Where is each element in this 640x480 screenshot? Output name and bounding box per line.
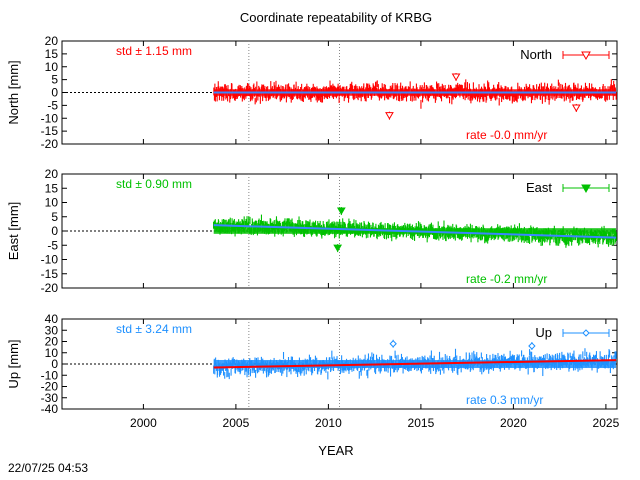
legend-marker [581, 184, 591, 194]
y-tick-label: 5 [51, 210, 58, 224]
y-tick-label: -10 [41, 368, 59, 382]
y-axis-label: Up [mm] [6, 339, 21, 388]
x-tick-label: 2025 [593, 416, 620, 430]
std-label: std ± 3.24 mm [116, 322, 192, 336]
y-tick-label: -10 [41, 111, 59, 125]
legend-label: North [520, 47, 552, 62]
data-series-north [213, 79, 617, 109]
x-tick-label: 2020 [500, 416, 527, 430]
trend-line [213, 224, 617, 239]
rate-label: rate 0.3 mm/yr [466, 393, 543, 407]
rate-label: rate -0.2 mm/yr [466, 272, 547, 286]
y-tick-label: 10 [45, 346, 59, 360]
y-tick-label: -20 [41, 380, 59, 394]
y-tick-label: 20 [45, 34, 59, 48]
y-axis-label: East [mm] [6, 202, 21, 261]
y-tick-label: -5 [47, 98, 58, 112]
x-tick-label: 2015 [408, 416, 435, 430]
y-tick-label: 0 [51, 86, 58, 100]
std-label: std ± 0.90 mm [116, 177, 192, 191]
legend-label: Up [535, 325, 552, 340]
x-tick-label: 2010 [315, 416, 342, 430]
y-tick-label: 30 [45, 323, 59, 337]
y-tick-label: 40 [45, 312, 59, 326]
legend-marker [581, 51, 591, 61]
x-tick-label: 2000 [130, 416, 157, 430]
chart-title: Coordinate repeatability of KRBG [240, 10, 432, 25]
y-tick-label: -10 [41, 253, 59, 267]
y-tick-label: 15 [45, 47, 59, 61]
x-axis-title: YEAR [318, 443, 353, 458]
rate-label: rate -0.0 mm/yr [466, 128, 547, 142]
outlier-point [528, 342, 536, 350]
timestamp: 22/07/25 04:53 [8, 461, 89, 475]
x-tick-label: 2005 [223, 416, 250, 430]
legend-marker [582, 329, 590, 337]
y-tick-label: -5 [47, 238, 58, 252]
y-axis-label: North [mm] [6, 60, 21, 124]
y-tick-label: 20 [45, 167, 59, 181]
y-tick-label: -40 [41, 402, 59, 416]
y-tick-label: -15 [41, 124, 59, 138]
std-label: std ± 1.15 mm [116, 44, 192, 58]
outlier-point [451, 73, 461, 82]
y-tick-label: 10 [45, 196, 59, 210]
outlier-point [333, 244, 343, 253]
y-tick-label: 0 [51, 357, 58, 371]
y-tick-label: -20 [41, 281, 59, 295]
y-tick-label: -20 [41, 137, 59, 151]
legend-label: East [526, 180, 552, 195]
outlier-point [336, 207, 346, 216]
y-tick-label: 20 [45, 335, 59, 349]
outlier-point [389, 340, 397, 348]
trend-line [213, 359, 617, 369]
y-tick-label: -30 [41, 391, 59, 405]
outlier-point [571, 104, 581, 112]
y-tick-label: 10 [45, 60, 59, 74]
outlier-point [385, 112, 394, 120]
y-tick-label: 0 [51, 224, 58, 238]
y-tick-label: 15 [45, 181, 59, 195]
y-tick-label: 5 [51, 73, 58, 87]
y-tick-label: -15 [41, 267, 59, 281]
